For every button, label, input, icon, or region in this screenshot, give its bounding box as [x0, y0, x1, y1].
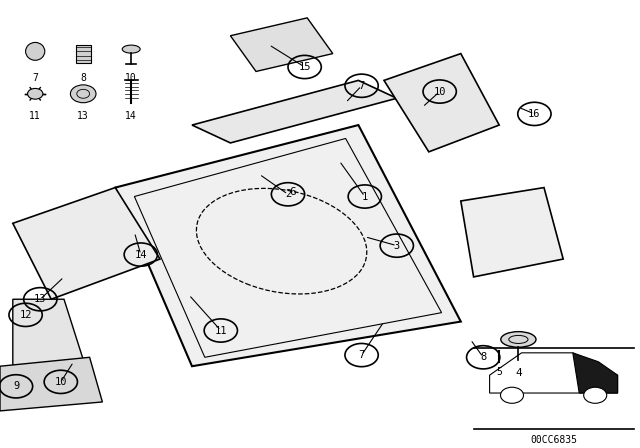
Circle shape	[70, 85, 96, 103]
Text: 3: 3	[394, 241, 400, 250]
Text: 13: 13	[34, 294, 47, 304]
Text: 11: 11	[29, 111, 41, 121]
Text: 9: 9	[13, 381, 19, 392]
Ellipse shape	[501, 332, 536, 347]
Text: 12: 12	[19, 310, 32, 320]
Text: 10: 10	[54, 377, 67, 387]
Text: 1: 1	[362, 191, 368, 202]
Polygon shape	[230, 18, 333, 72]
Polygon shape	[0, 358, 102, 411]
Ellipse shape	[26, 43, 45, 60]
Text: 7: 7	[358, 81, 365, 91]
Text: 7: 7	[358, 350, 365, 360]
Polygon shape	[573, 353, 618, 393]
Polygon shape	[384, 54, 499, 152]
Polygon shape	[115, 125, 461, 366]
Polygon shape	[13, 299, 90, 379]
Circle shape	[584, 387, 607, 403]
Polygon shape	[13, 188, 160, 299]
Circle shape	[500, 387, 524, 403]
Text: 7: 7	[32, 73, 38, 83]
Polygon shape	[192, 80, 397, 143]
Text: 4: 4	[515, 367, 522, 378]
Text: 10: 10	[433, 86, 446, 97]
Text: 8: 8	[80, 73, 86, 83]
Text: 10: 10	[125, 73, 137, 83]
Text: 13: 13	[77, 111, 89, 121]
Text: 14: 14	[134, 250, 147, 259]
Ellipse shape	[122, 45, 140, 53]
Polygon shape	[461, 188, 563, 277]
Text: 5: 5	[496, 367, 502, 377]
Circle shape	[28, 88, 43, 99]
Text: 16: 16	[528, 109, 541, 119]
Text: 00CC6835: 00CC6835	[530, 435, 577, 445]
Text: 11: 11	[214, 326, 227, 336]
Text: 14: 14	[125, 111, 137, 121]
Text: 8: 8	[480, 352, 486, 362]
Text: 2: 2	[285, 190, 291, 199]
Text: 6: 6	[289, 187, 296, 197]
Bar	[76, 45, 91, 63]
Text: 15: 15	[298, 62, 311, 72]
